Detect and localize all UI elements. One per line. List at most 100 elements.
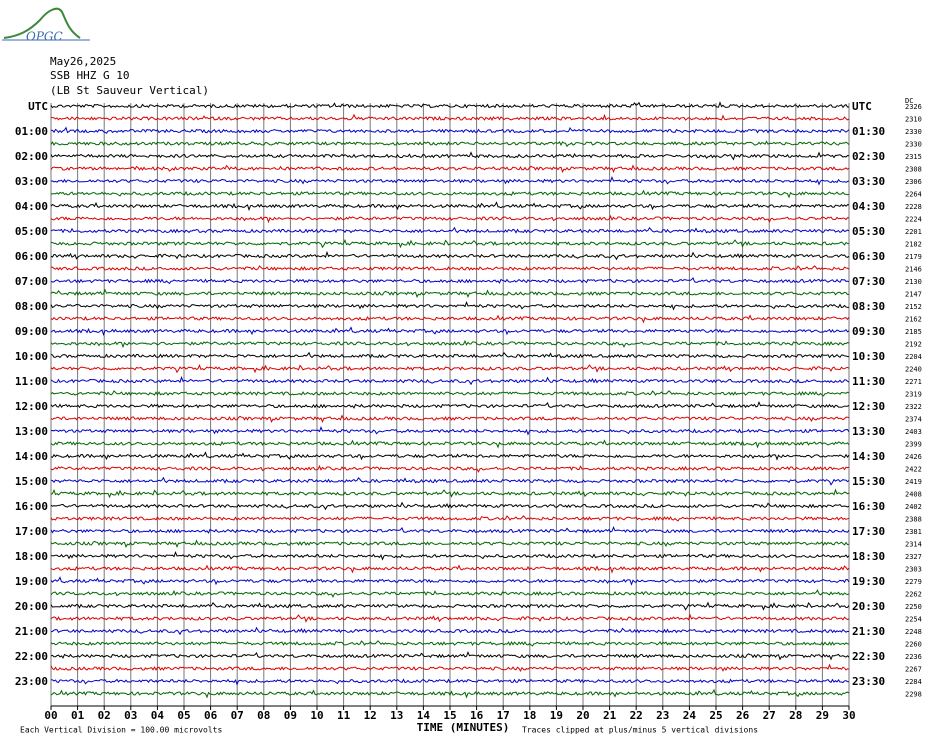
right-label: 23:30: [852, 675, 885, 688]
trace: [50, 250, 850, 261]
left-label: 19:00: [15, 575, 48, 588]
x-tick-label: 29: [816, 709, 829, 722]
right-label: 03:30: [852, 175, 885, 188]
trace: [50, 650, 850, 661]
x-tick-label: 09: [284, 709, 297, 722]
left-label: 22:00: [15, 650, 48, 663]
offset: 2248: [905, 628, 922, 636]
trace: [50, 426, 850, 436]
offset: 2330: [905, 128, 922, 136]
left-label: 02:00: [15, 150, 48, 163]
left-label: 11:00: [15, 375, 48, 388]
x-tick-label: 23: [656, 709, 669, 722]
x-tick-label: 24: [683, 709, 697, 722]
left-label: 07:00: [15, 275, 48, 288]
x-title: TIME (MINUTES): [417, 721, 510, 734]
offset: 2185: [905, 328, 922, 336]
location: (LB St Sauveur Vertical): [50, 84, 209, 97]
right-label: 21:30: [852, 625, 885, 638]
x-tick-label: 22: [630, 709, 643, 722]
logo: OPGC: [2, 7, 90, 44]
offset: 2162: [905, 316, 922, 324]
offset: 2381: [905, 528, 922, 536]
x-tick-label: 21: [603, 709, 617, 722]
left-label: 08:00: [15, 300, 48, 313]
left-label: UTC: [28, 100, 48, 113]
right-label: 13:30: [852, 425, 885, 438]
offset: 2146: [905, 266, 922, 274]
offset: 2322: [905, 403, 922, 411]
trace: [50, 140, 850, 148]
x-tick-label: 11: [337, 709, 351, 722]
x-tick-label: 28: [789, 709, 802, 722]
left-label: 10:00: [15, 350, 48, 363]
left-label: 17:00: [15, 525, 48, 538]
offset: 2422: [905, 466, 922, 474]
footer-left: Each Vertical Division = 100.00 microvol…: [20, 726, 222, 735]
trace: [50, 476, 850, 486]
offset: 2260: [905, 641, 922, 649]
left-label: 03:00: [15, 175, 48, 188]
trace: [50, 276, 850, 285]
offset: 2330: [905, 141, 922, 149]
offset: 2264: [905, 191, 922, 199]
right-label: 09:30: [852, 325, 885, 338]
trace: [50, 501, 850, 511]
offset: 2315: [905, 153, 922, 161]
x-tick-label: 15: [443, 709, 456, 722]
trace: [50, 626, 850, 636]
right-label: 18:30: [852, 550, 885, 563]
offset: 2204: [905, 353, 922, 361]
trace: [50, 613, 850, 623]
trace: [50, 539, 850, 549]
trace: [50, 363, 850, 374]
x-tick-label: 03: [124, 709, 137, 722]
right-label: 06:30: [852, 250, 885, 263]
trace: [50, 288, 850, 299]
dc-label: DC: [905, 97, 913, 105]
left-label: 04:00: [15, 200, 48, 213]
logo-swoosh: [3, 7, 81, 39]
offset: 2310: [905, 116, 922, 124]
trace: [50, 525, 850, 534]
right-label: 15:30: [852, 475, 885, 488]
trace: [50, 339, 850, 349]
x-tick-label: 00: [44, 709, 57, 722]
trace: [50, 189, 850, 199]
trace: [50, 551, 850, 561]
offset: 2250: [905, 603, 922, 611]
right-label: 02:30: [852, 150, 885, 163]
x-tick-label: 30: [842, 709, 855, 722]
x-tick-label: 14: [417, 709, 431, 722]
offset: 2327: [905, 553, 922, 561]
offset: 2403: [905, 428, 922, 436]
trace: [50, 488, 850, 499]
offset: 2399: [905, 441, 922, 449]
offset: 2224: [905, 216, 922, 224]
offset: 2262: [905, 591, 922, 599]
offset: 2306: [905, 178, 922, 186]
trace: [50, 265, 850, 271]
trace: [50, 101, 850, 109]
right-label: 04:30: [852, 200, 885, 213]
trace: [50, 678, 850, 686]
trace: [50, 176, 850, 186]
offset: 2271: [905, 378, 922, 386]
trace: [50, 113, 850, 121]
left-label: 05:00: [15, 225, 48, 238]
trace: [50, 564, 850, 574]
station: SSB HHZ G 10: [50, 69, 129, 82]
x-tick-label: 08: [257, 709, 270, 722]
offset: 2152: [905, 303, 922, 311]
footer-right: Traces clipped at plus/minus 5 vertical …: [522, 726, 758, 735]
left-label: 15:00: [15, 475, 48, 488]
offset: 2314: [905, 541, 922, 549]
trace: [50, 601, 850, 611]
offset: 2192: [905, 341, 922, 349]
x-tick-label: 20: [576, 709, 589, 722]
right-label: 01:30: [852, 125, 885, 138]
offset: 2408: [905, 491, 922, 499]
right-label: 16:30: [852, 500, 885, 513]
offset: 2130: [905, 278, 922, 286]
